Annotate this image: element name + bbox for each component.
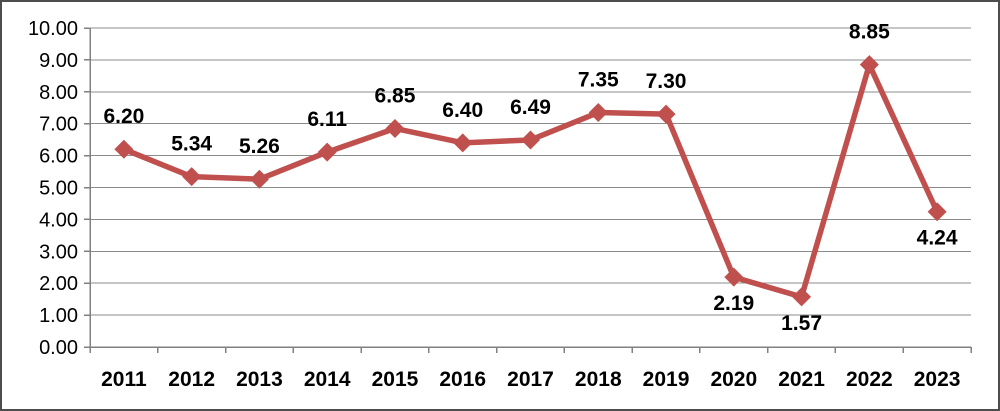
data-point-marker — [927, 202, 947, 222]
x-tick-label: 2023 — [914, 368, 961, 391]
y-tick-label: 1.00 — [39, 305, 78, 327]
data-label: 2.19 — [713, 292, 754, 315]
y-tick-label: 8.00 — [39, 82, 78, 104]
y-tick-label: 2.00 — [39, 273, 78, 295]
y-tick-label: 5.00 — [39, 178, 78, 200]
x-tick-label: 2020 — [710, 368, 757, 391]
x-tick-label: 2011 — [101, 368, 147, 391]
data-label: 4.24 — [917, 227, 958, 250]
data-point-marker — [114, 139, 134, 159]
y-tick-label: 9.00 — [39, 50, 78, 72]
data-point-marker — [792, 287, 812, 307]
x-tick-label: 2012 — [168, 368, 215, 391]
x-tick-label: 2015 — [372, 368, 419, 391]
data-point-marker — [588, 103, 608, 123]
data-label: 1.57 — [781, 312, 822, 335]
y-tick-label: 7.00 — [39, 114, 78, 136]
data-point-marker — [249, 169, 269, 189]
data-label: 7.35 — [578, 69, 619, 92]
x-tick-label: 2014 — [304, 368, 351, 391]
data-point-marker — [317, 142, 337, 162]
data-label: 5.26 — [239, 135, 280, 158]
data-point-marker — [724, 267, 744, 287]
data-point-marker — [859, 55, 879, 75]
data-label: 5.34 — [171, 133, 212, 156]
x-tick-label: 2017 — [507, 368, 554, 391]
y-tick-label: 6.00 — [39, 146, 78, 168]
data-label: 6.40 — [442, 99, 483, 122]
data-label: 6.85 — [375, 84, 416, 107]
data-point-marker — [453, 133, 473, 153]
x-tick-label: 2019 — [643, 368, 690, 391]
y-tick-label: 0.00 — [39, 337, 78, 359]
data-label: 6.49 — [510, 96, 551, 119]
y-tick-label: 4.00 — [39, 209, 78, 231]
x-tick-label: 2013 — [236, 368, 283, 391]
data-label: 7.30 — [646, 70, 687, 93]
y-tick-label: 10.00 — [28, 18, 78, 40]
data-point-marker — [182, 167, 202, 187]
y-tick-label: 3.00 — [39, 241, 78, 263]
x-tick-label: 2018 — [575, 368, 622, 391]
data-label: 6.11 — [307, 108, 347, 131]
data-point-marker — [521, 130, 540, 150]
x-tick-label: 2016 — [439, 368, 486, 391]
data-point-marker — [656, 104, 676, 124]
x-tick-label: 2022 — [846, 368, 893, 391]
data-point-marker — [385, 118, 405, 138]
data-label: 6.20 — [103, 105, 144, 128]
x-tick-label: 2021 — [778, 368, 825, 391]
data-label: 8.85 — [849, 21, 890, 44]
